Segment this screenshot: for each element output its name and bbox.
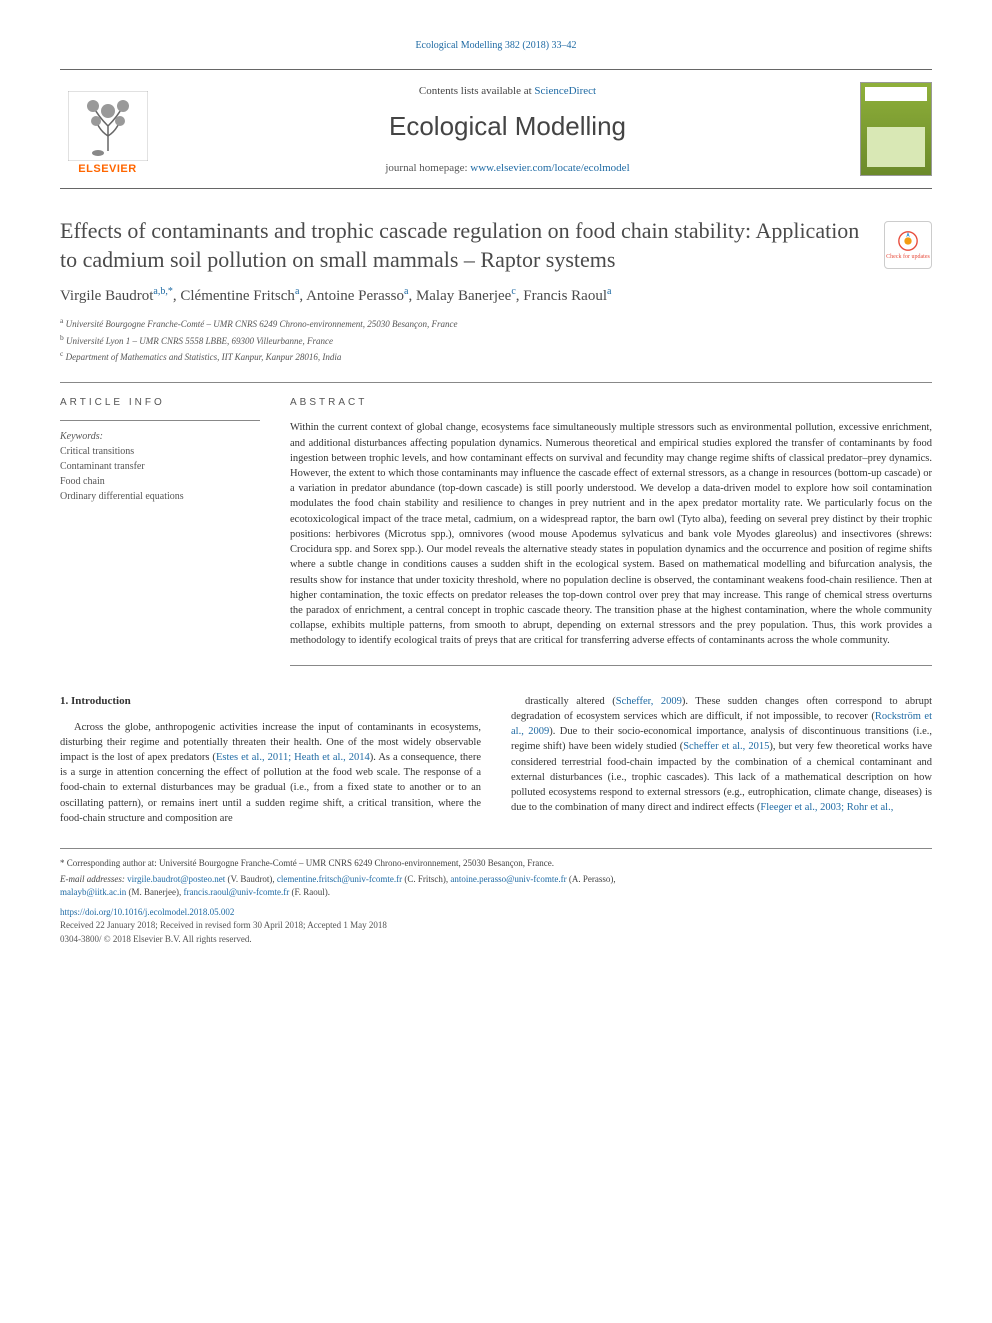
ref-link[interactable]: Fleeger et al., 2003; Rohr et al., — [760, 802, 893, 813]
body-col-left: 1. Introduction Across the globe, anthro… — [60, 694, 481, 826]
title-block: Effects of contaminants and trophic casc… — [60, 217, 932, 274]
intro-text-3: drastically altered ( — [525, 696, 616, 707]
author: Antoine Perassoa — [306, 288, 408, 304]
email-link[interactable]: antoine.perasso@univ-fcomte.fr — [450, 874, 566, 884]
ref-link[interactable]: Scheffer, 2009 — [616, 696, 682, 707]
affiliations: a Université Bourgogne Franche-Comté – U… — [60, 315, 932, 364]
affil-link[interactable]: a,b,* — [153, 286, 172, 297]
doi-link[interactable]: https://doi.org/10.1016/j.ecolmodel.2018… — [60, 907, 234, 917]
affil-link[interactable]: a — [607, 286, 611, 297]
abstract-col: ABSTRACT Within the current context of g… — [290, 397, 932, 665]
email-link[interactable]: virgile.baudrot@posteo.net — [127, 874, 225, 884]
email-link[interactable]: clementine.fritsch@univ-fcomte.fr — [277, 874, 402, 884]
journal-name: Ecological Modelling — [155, 111, 860, 142]
affil-link[interactable]: a — [404, 286, 408, 297]
email-link[interactable]: malayb@iitk.ac.in — [60, 887, 126, 897]
check-updates-badge[interactable]: Check for updates — [884, 221, 932, 269]
contents-line: Contents lists available at ScienceDirec… — [155, 85, 860, 97]
keyword: Food chain — [60, 474, 260, 489]
keywords-list: Critical transitions Contaminant transfe… — [60, 444, 260, 504]
body-col-right: drastically altered (Scheffer, 2009). Th… — [511, 694, 932, 826]
journal-citation-link[interactable]: Ecological Modelling 382 (2018) 33–42 — [415, 40, 576, 51]
corresponding-author: * Corresponding author at: Université Bo… — [60, 857, 932, 871]
article-info-heading: ARTICLE INFO — [60, 397, 260, 408]
intro-paragraph-right: drastically altered (Scheffer, 2009). Th… — [511, 694, 932, 816]
homepage-link[interactable]: www.elsevier.com/locate/ecolmodel — [470, 162, 629, 174]
keywords-label: Keywords: — [60, 431, 260, 442]
check-updates-label: Check for updates — [886, 254, 930, 260]
contents-prefix: Contents lists available at — [419, 85, 534, 97]
author: Malay Banerjeec — [416, 288, 516, 304]
keyword: Contaminant transfer — [60, 459, 260, 474]
affiliation: c Department of Mathematics and Statisti… — [60, 348, 932, 364]
email-label: E-mail addresses: — [60, 874, 127, 884]
body-two-col: 1. Introduction Across the globe, anthro… — [60, 694, 932, 826]
affiliation: b Université Lyon 1 – UMR CNRS 5558 LBBE… — [60, 332, 932, 348]
article-info-col: ARTICLE INFO Keywords: Critical transiti… — [60, 397, 260, 665]
affil-link[interactable]: a — [295, 286, 299, 297]
crossmark-icon — [897, 230, 919, 252]
abstract-heading: ABSTRACT — [290, 397, 932, 408]
homepage-line: journal homepage: www.elsevier.com/locat… — [155, 162, 860, 174]
intro-paragraph-left: Across the globe, anthropogenic activiti… — [60, 720, 481, 827]
homepage-prefix: journal homepage: — [385, 162, 470, 174]
journal-center: Contents lists available at ScienceDirec… — [155, 85, 860, 174]
article-title: Effects of contaminants and trophic casc… — [60, 217, 866, 274]
author: Clémentine Fritscha — [180, 288, 299, 304]
section-1-heading: 1. Introduction — [60, 694, 481, 710]
author: Francis Raoula — [523, 288, 611, 304]
journal-cover-thumbnail — [860, 82, 932, 176]
article-footer: * Corresponding author at: Université Bo… — [60, 848, 932, 946]
received-dates: Received 22 January 2018; Received in re… — [60, 919, 932, 933]
email-line: E-mail addresses: virgile.baudrot@posteo… — [60, 873, 932, 900]
copyright-line: 0304-3800/ © 2018 Elsevier B.V. All righ… — [60, 933, 932, 947]
keyword: Critical transitions — [60, 444, 260, 459]
affil-link[interactable]: c — [511, 286, 515, 297]
ref-link[interactable]: Scheffer et al., 2015 — [683, 741, 769, 752]
elsevier-tree-icon — [68, 91, 148, 161]
publisher-name: ELSEVIER — [78, 163, 136, 175]
journal-header: ELSEVIER Contents lists available at Sci… — [60, 69, 932, 189]
abstract-text: Within the current context of global cha… — [290, 420, 932, 665]
keyword: Ordinary differential equations — [60, 489, 260, 504]
doi-link-line: https://doi.org/10.1016/j.ecolmodel.2018… — [60, 906, 932, 920]
ref-link[interactable]: Estes et al., 2011; Heath et al., 2014 — [216, 752, 370, 763]
journal-citation: Ecological Modelling 382 (2018) 33–42 — [60, 40, 932, 51]
author-list: Virgile Baudrota,b,*, Clémentine Fritsch… — [60, 286, 932, 305]
publisher-logo: ELSEVIER — [60, 79, 155, 179]
affiliation: a Université Bourgogne Franche-Comté – U… — [60, 315, 932, 331]
sciencedirect-link[interactable]: ScienceDirect — [534, 85, 596, 97]
info-abstract-row: ARTICLE INFO Keywords: Critical transiti… — [60, 382, 932, 665]
author: Virgile Baudrota,b,* — [60, 288, 173, 304]
email-link[interactable]: francis.raoul@univ-fcomte.fr — [184, 887, 290, 897]
